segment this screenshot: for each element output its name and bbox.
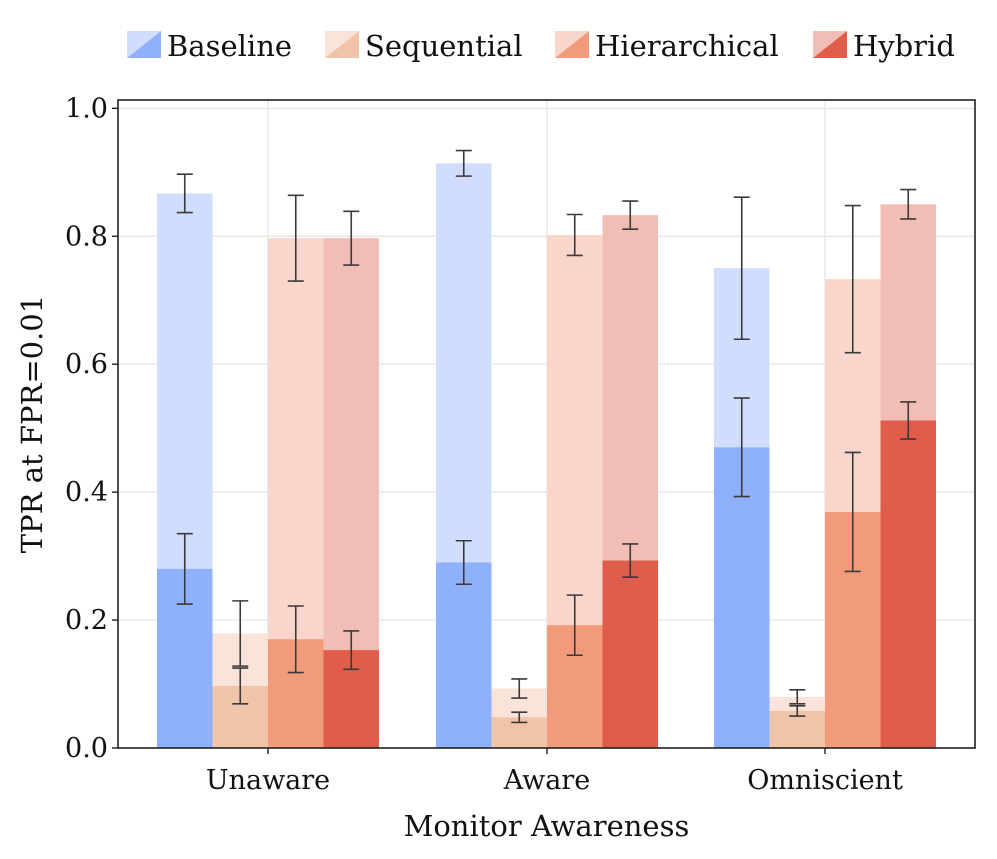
legend-item-hierarchical: Hierarchical (555, 29, 779, 63)
x-axis-label: Monitor Awareness (404, 809, 690, 843)
legend-item-hybrid: Hybrid (813, 29, 955, 63)
error-bars (176, 149, 917, 724)
legend-swatch-dark (127, 31, 161, 58)
legend-label: Baseline (167, 29, 292, 63)
legend-label: Hybrid (853, 29, 955, 63)
x-tick-label: Omniscient (747, 765, 903, 796)
y-axis: 0.0 0.2 0.4 0.6 0.8 1.0 (65, 93, 118, 764)
y-tick-label: 0.8 (65, 221, 108, 252)
y-tick-label: 1.0 (65, 93, 108, 124)
legend: Baseline Sequential Hierarchical Hybrid (127, 29, 955, 63)
legend-item-baseline: Baseline (127, 29, 292, 63)
y-axis-label: TPR at FPR=0.01 (15, 295, 49, 553)
legend-label: Hierarchical (595, 29, 779, 63)
bars (157, 163, 936, 749)
bar-dark-baseline-omniscient (714, 447, 770, 748)
x-tick-label: Unaware (206, 765, 330, 796)
bar-dark-hybrid-aware (602, 560, 658, 748)
legend-swatch-dark (813, 31, 847, 58)
legend-swatch-dark (325, 31, 359, 58)
x-tick-label: Aware (503, 765, 590, 796)
bar-dark-sequential-omniscient (769, 710, 825, 748)
y-tick-label: 0.6 (65, 349, 108, 380)
legend-swatch-dark (555, 31, 589, 58)
y-tick-label: 0.2 (65, 605, 108, 636)
legend-label: Sequential (365, 29, 523, 63)
y-tick-label: 0.4 (65, 477, 108, 508)
x-axis: Unaware Aware Omniscient (206, 748, 903, 796)
bar-dark-hybrid-omniscient (880, 420, 936, 748)
y-tick-label: 0.0 (65, 733, 108, 764)
bar-dark-baseline-aware (436, 562, 492, 748)
legend-item-sequential: Sequential (325, 29, 523, 63)
